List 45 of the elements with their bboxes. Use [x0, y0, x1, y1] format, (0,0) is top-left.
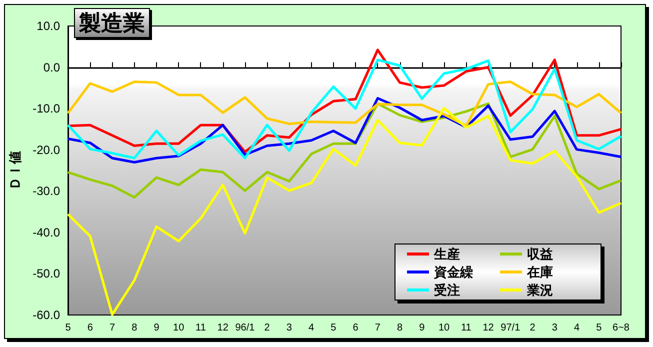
x-tick-label: 11: [196, 322, 206, 334]
line-series: [66, 102, 622, 199]
y-tick-label: -50.0: [32, 266, 60, 281]
x-tick-label: 6: [87, 322, 94, 334]
x-tick-label: 4: [308, 322, 315, 334]
x-tick-label: 3: [552, 322, 558, 334]
y-tick-label: -10.0: [32, 102, 60, 116]
legend-label: 業況: [526, 282, 553, 298]
x-tick-label: 2: [264, 322, 270, 334]
x-tick-label: 8: [132, 322, 138, 334]
legend-label: 受注: [433, 282, 460, 298]
y-tick-label: -60.0: [32, 308, 60, 322]
x-tick-label: 9: [419, 322, 426, 334]
x-tick-label: 10: [438, 322, 450, 334]
chart-title: 製造業: [78, 10, 145, 36]
x-tick-label: 12: [217, 322, 229, 334]
x-tick-label: 6: [352, 322, 359, 334]
line-series: [66, 80, 622, 128]
x-tick-label: 5: [596, 322, 602, 334]
x-tick-label: 96/1: [235, 322, 256, 334]
x-tick-label: 5: [330, 322, 337, 334]
x-tick-label: 10: [173, 322, 185, 334]
x-tick-label: 7: [374, 322, 381, 334]
legend-label: 収益: [527, 246, 553, 262]
line-series: [66, 106, 622, 316]
x-tick-label: 6~8: [612, 322, 630, 334]
legend-label: 資金繰: [433, 264, 474, 280]
x-tick-label: 9: [154, 322, 160, 334]
legend-label: 生産: [433, 246, 460, 262]
x-tick-label: 97/1: [500, 322, 521, 334]
legend-label: 在庫: [526, 264, 553, 280]
x-tick-label: 7: [109, 322, 116, 334]
y-tick-label: -40.0: [32, 225, 60, 240]
x-tick-label: 8: [397, 322, 404, 334]
x-tick-label: 5: [65, 322, 72, 334]
y-tick-label: -30.0: [32, 184, 60, 198]
y-tick-label: 0.0: [43, 60, 60, 74]
x-tick-label: 4: [574, 322, 580, 334]
y-tick-label: -20.0: [32, 142, 60, 157]
y-tick-label: 10.0: [36, 19, 60, 33]
x-tick-label: 12: [482, 322, 494, 334]
x-tick-label: 11: [460, 322, 472, 334]
y-axis-title: ＤＩ値: [8, 151, 23, 190]
x-tick-label: 2: [530, 322, 536, 334]
x-tick-label: 3: [286, 322, 292, 334]
